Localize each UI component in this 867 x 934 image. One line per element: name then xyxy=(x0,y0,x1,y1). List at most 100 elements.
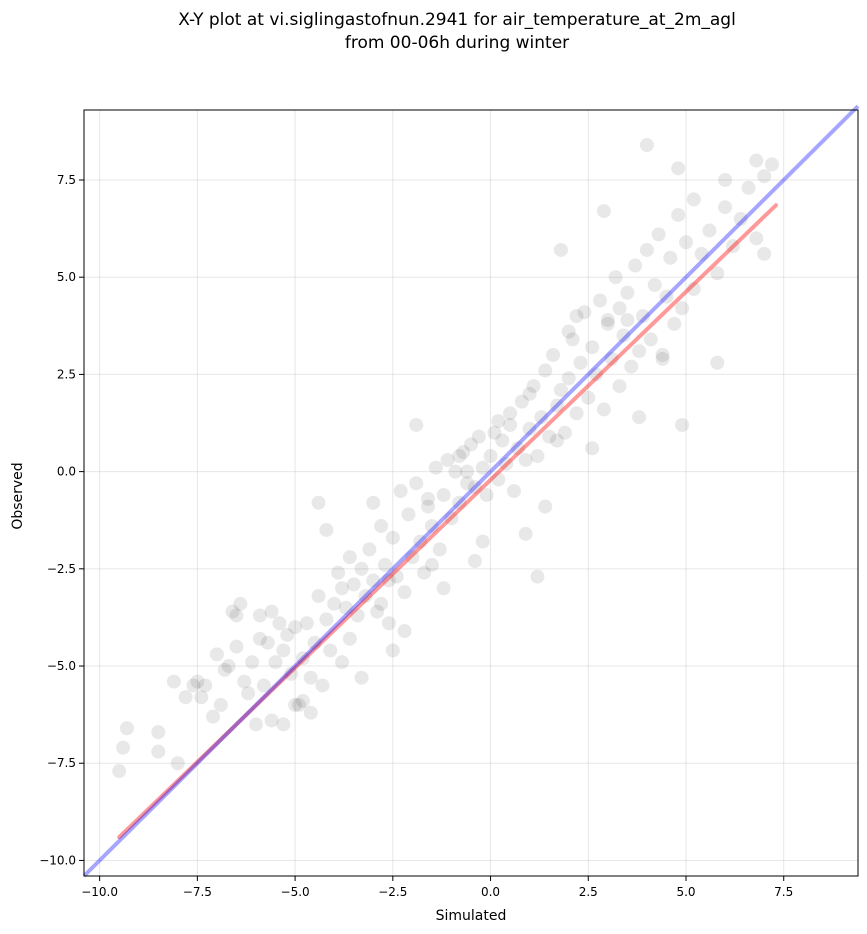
y-tick-label: −10.0 xyxy=(39,853,76,867)
scatter-point xyxy=(366,495,381,510)
scatter-point xyxy=(522,421,537,436)
scatter-point xyxy=(432,542,447,557)
x-axis-label: Simulated xyxy=(436,908,507,924)
scatter-point xyxy=(530,449,545,464)
scatter-point xyxy=(311,589,326,604)
scatter-point xyxy=(460,476,475,491)
scatter-point xyxy=(518,526,533,541)
scatter-point xyxy=(370,604,385,619)
scatter-point xyxy=(194,690,209,705)
scatter-point xyxy=(268,655,283,670)
scatter-point xyxy=(342,550,357,565)
scatter-point xyxy=(550,433,564,448)
scatter-point xyxy=(514,394,529,409)
scatter-point xyxy=(409,476,424,491)
scatter-point xyxy=(487,425,502,440)
scatter-point xyxy=(503,417,518,432)
scatter-point xyxy=(409,417,424,432)
scatter-point xyxy=(765,157,779,172)
regression-line xyxy=(117,203,778,840)
scatter-point xyxy=(675,301,690,316)
scatter-point xyxy=(581,390,596,405)
scatter-point xyxy=(190,674,205,689)
scatter-point xyxy=(651,227,666,242)
scatter-point xyxy=(229,639,244,654)
scatter-point xyxy=(643,332,658,347)
scatter-point xyxy=(647,277,662,292)
scatter-point xyxy=(221,659,236,674)
x-tick-label: −10.0 xyxy=(81,885,118,899)
scatter-point xyxy=(421,499,435,514)
scatter-point xyxy=(569,406,584,421)
scatter-point xyxy=(331,565,346,580)
scatter-point xyxy=(655,351,670,366)
scatter-point xyxy=(272,616,287,631)
scatter-point xyxy=(335,581,349,596)
scatter-point xyxy=(671,207,686,222)
scatter-point xyxy=(534,410,549,425)
scatter-point xyxy=(303,705,318,720)
scatter-point xyxy=(319,522,334,537)
scatter-point xyxy=(452,495,467,510)
scatter-point xyxy=(112,764,127,779)
scatter-point xyxy=(503,406,518,421)
scatter-point xyxy=(460,464,475,479)
scatter-point xyxy=(675,417,690,432)
scatter-point xyxy=(655,347,670,362)
scatter-point xyxy=(542,429,557,444)
scatter-point xyxy=(538,499,553,514)
scatter-point xyxy=(264,604,279,619)
y-axis-ticks: −10.0 −7.5 −5.0 −2.5 0.0 2.5 5.0 7.5 xyxy=(39,173,84,867)
scatter-point xyxy=(209,647,224,662)
scatter-point xyxy=(374,519,389,534)
scatter-point xyxy=(667,316,682,331)
scatter-point xyxy=(628,258,643,273)
scatter-point xyxy=(585,441,600,456)
scatter-point xyxy=(213,697,228,712)
scatter-point xyxy=(604,351,619,366)
scatter-point xyxy=(424,519,439,534)
scatter-point xyxy=(276,717,291,732)
scatter-point xyxy=(116,740,131,755)
scatter-point xyxy=(280,627,295,642)
reference-lines xyxy=(82,104,860,878)
scatter-point xyxy=(151,725,166,740)
scatter-point xyxy=(241,686,256,701)
scatter-point xyxy=(428,460,443,475)
scatter-point xyxy=(120,721,134,736)
scatter-point xyxy=(252,631,267,646)
scatter-point xyxy=(557,425,572,440)
scatter-point xyxy=(671,161,686,176)
y-tick-label: 2.5 xyxy=(57,367,76,381)
y-tick-label: 5.0 xyxy=(57,270,76,284)
scatter-point xyxy=(319,612,334,627)
y-tick-label: −7.5 xyxy=(47,756,76,770)
scatter-point xyxy=(596,204,611,219)
x-tick-label: −5.0 xyxy=(281,885,310,899)
scatter-point xyxy=(456,445,471,460)
y-tick-label: 7.5 xyxy=(57,173,76,187)
scatter-point xyxy=(366,573,381,588)
scatter-point xyxy=(475,534,490,549)
scatter-point xyxy=(561,324,576,339)
scatter-point xyxy=(405,550,420,565)
scatter-point xyxy=(338,600,353,615)
scatter-point xyxy=(718,172,733,187)
x-tick-label: 5.0 xyxy=(676,885,695,899)
scatter-point xyxy=(725,239,740,254)
scatter-point xyxy=(593,293,607,308)
scatter-point xyxy=(596,402,611,417)
scatter-point xyxy=(389,569,404,584)
scatter-point xyxy=(237,674,252,689)
y-tick-label: 0.0 xyxy=(57,465,76,479)
scatter-point xyxy=(178,690,193,705)
scatter-point xyxy=(315,678,330,693)
scatter-point xyxy=(440,452,455,467)
scatter-point xyxy=(170,756,185,771)
plot-frame xyxy=(83,109,859,877)
scatter-point xyxy=(217,662,232,677)
scatter-point xyxy=(632,344,647,359)
scatter-point xyxy=(659,289,674,304)
scatter-point xyxy=(198,678,213,693)
